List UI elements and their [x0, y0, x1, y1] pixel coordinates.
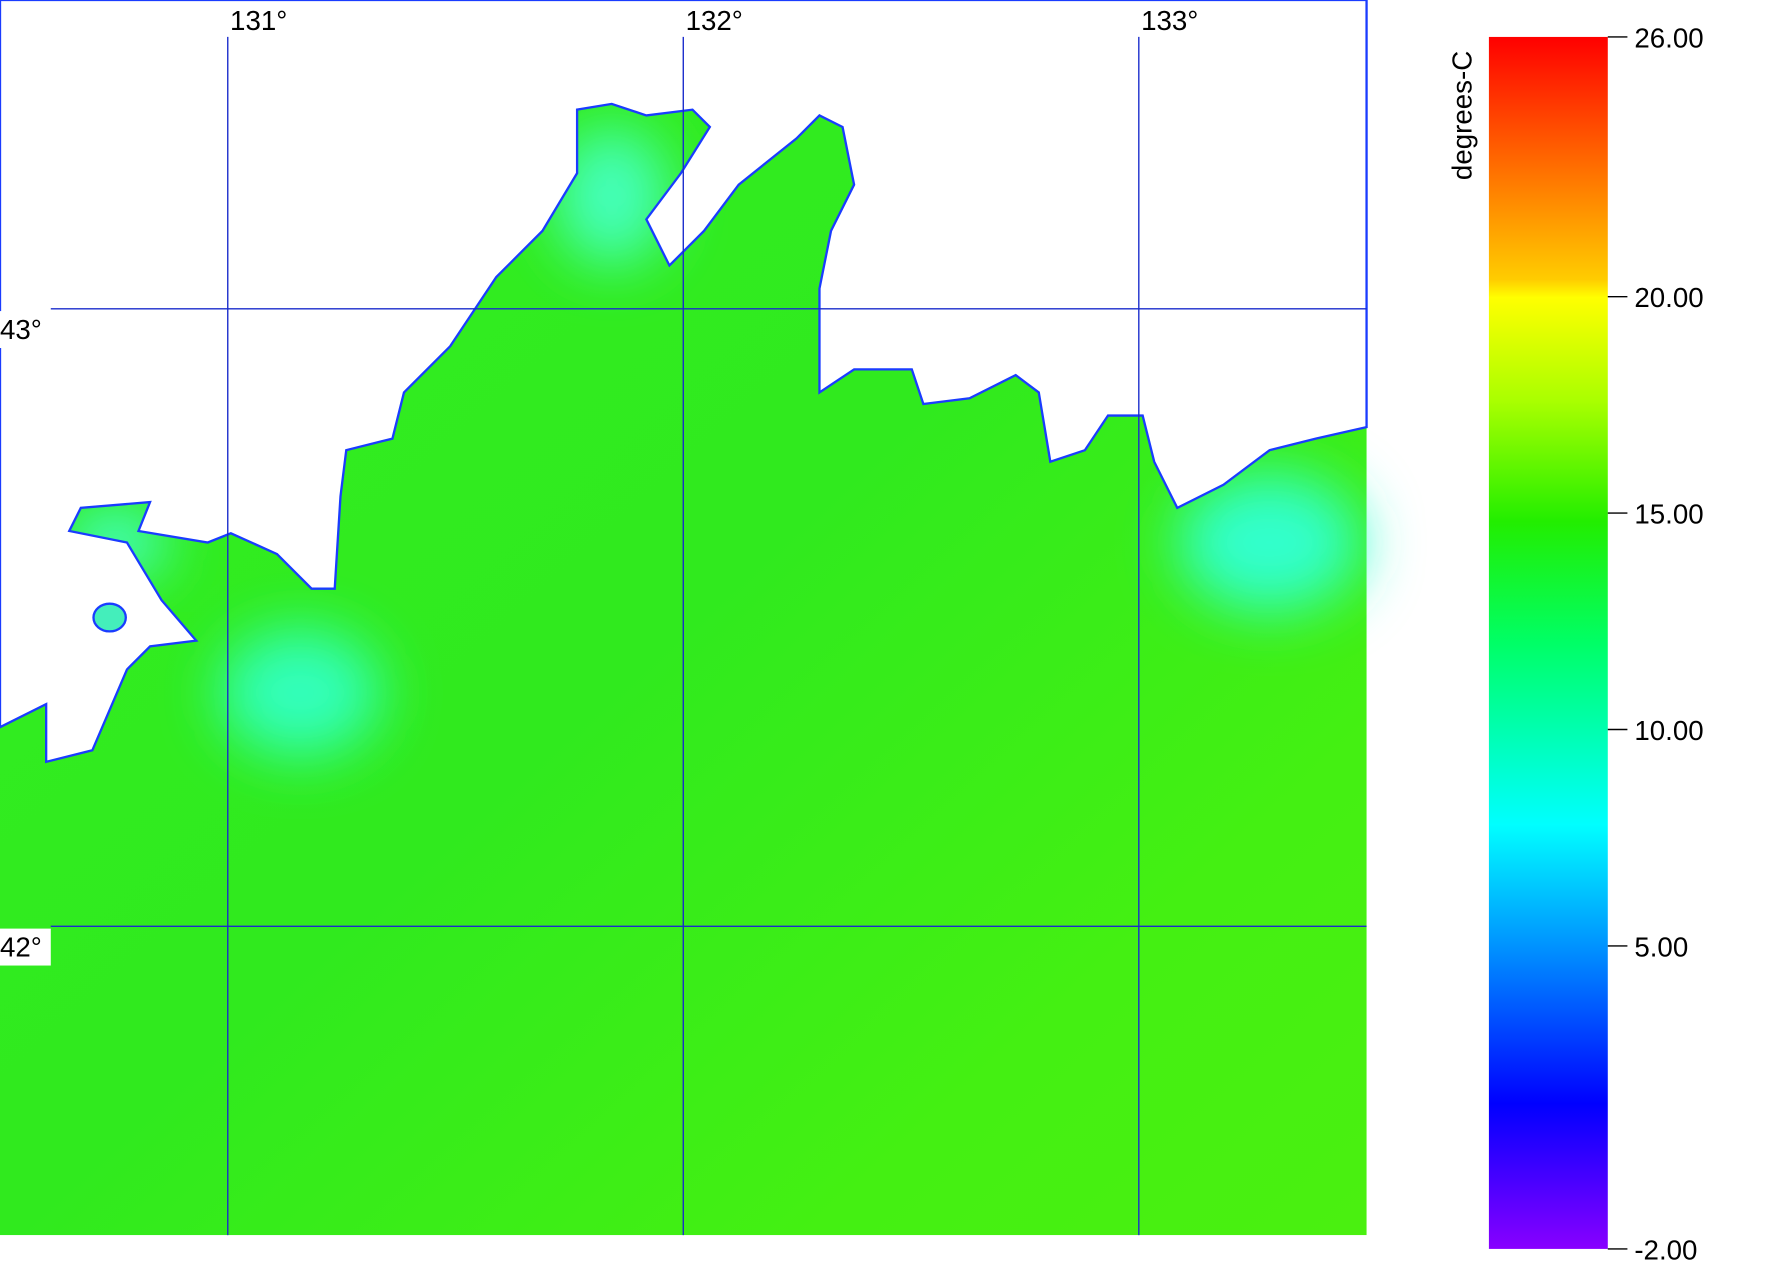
- cool-patch: [219, 629, 381, 757]
- colorbar-tick-label: -2.00: [1634, 1234, 1697, 1265]
- cool-patch: [1177, 473, 1362, 612]
- latitude-label: 43°: [0, 314, 42, 345]
- island: [92, 602, 127, 633]
- colorbar: degrees-C 26.00 20.00 15.00 10.00 5.00 -2.00: [1447, 22, 1704, 1265]
- graticule: 131° 132° 133° 43° 42°: [0, 5, 1367, 1236]
- label-background: [0, 928, 51, 966]
- colorbar-tick-label: 5.00: [1634, 931, 1688, 962]
- cool-patch: [554, 126, 670, 266]
- latitude-label: 42°: [0, 931, 42, 962]
- colorbar-tick-label: 26.00: [1634, 22, 1703, 53]
- longitude-label: 132°: [686, 5, 743, 36]
- colorbar-tick-label: 20.00: [1634, 282, 1703, 313]
- label-background: [0, 311, 51, 349]
- land: [0, 0, 1368, 764]
- colorbar-tick-label: 10.00: [1634, 715, 1703, 746]
- longitude-label: 133°: [1141, 5, 1198, 36]
- longitude-label: 131°: [230, 5, 287, 36]
- colorbar-ramp: [1488, 36, 1608, 1249]
- colorbar-tick-label: 15.00: [1634, 498, 1703, 529]
- colorbar-label: degrees-C: [1447, 51, 1478, 180]
